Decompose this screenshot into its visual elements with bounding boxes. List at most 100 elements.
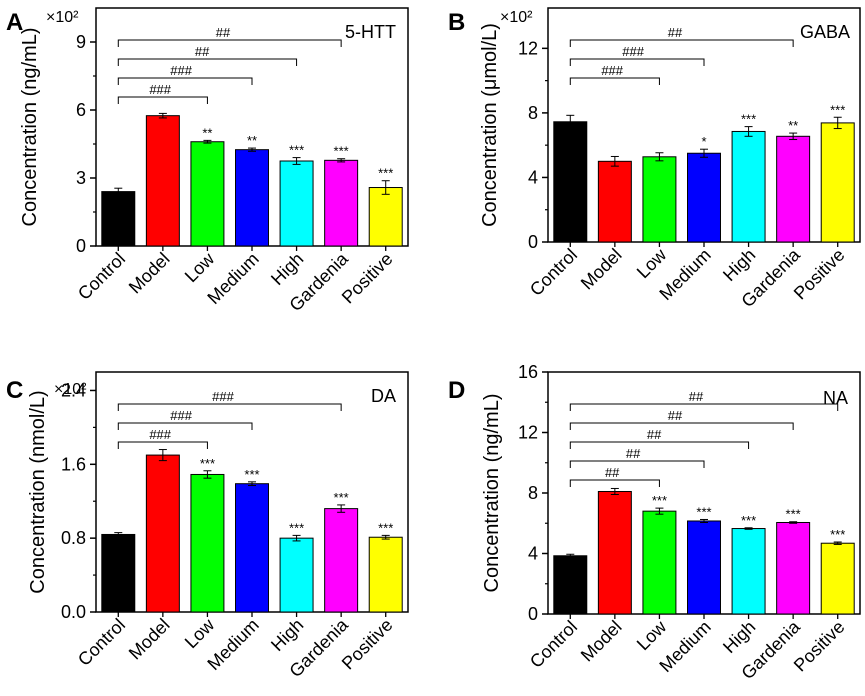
bar-control xyxy=(553,555,588,615)
comparison-label: ## xyxy=(689,389,704,404)
significance-label: *** xyxy=(741,513,756,528)
category-label: Model xyxy=(125,249,174,298)
comparison-label: ## xyxy=(668,408,683,423)
comparison-bracket xyxy=(117,39,342,47)
category-label: Low xyxy=(181,248,219,286)
significance-label: ** xyxy=(788,118,798,133)
y-axis-label: Concentration (ng/mL) xyxy=(19,28,41,227)
significance-label: *** xyxy=(244,467,259,482)
significance-label: *** xyxy=(378,520,393,535)
significance-label: *** xyxy=(334,144,349,159)
comparison-label: ### xyxy=(212,389,234,404)
category-label: Control xyxy=(74,249,129,304)
category-label: Control xyxy=(526,617,581,672)
comparison-label: ## xyxy=(668,25,683,40)
y-tick-label: 2.4 xyxy=(61,380,86,400)
analyte-label: GABA xyxy=(800,22,850,42)
bar-model xyxy=(145,454,180,613)
bar-high xyxy=(279,160,314,247)
category-label: Model xyxy=(577,617,626,666)
analyte-label: 5-HTT xyxy=(345,22,396,42)
bar-model xyxy=(597,160,632,243)
panel-c: C 0.0 0.8 1.6 2.4×10² Concentration (nmol/L) D… xyxy=(6,371,409,681)
y-tick-label: 0 xyxy=(528,232,538,252)
y-tick-label: 12 xyxy=(518,38,538,58)
significance-label: ** xyxy=(247,133,257,148)
comparison-bracket xyxy=(569,39,794,47)
comparison-label: ## xyxy=(195,44,210,59)
comparison-label: ## xyxy=(605,465,620,480)
axis-multiplier: ×10² xyxy=(54,381,87,398)
y-axis-label: Concentration (nmol/L) xyxy=(27,390,49,593)
category-label: Control xyxy=(526,245,581,300)
bar-positive xyxy=(820,542,855,615)
y-tick-label: 8 xyxy=(528,483,538,503)
bar-positive xyxy=(368,536,403,613)
significance-label: *** xyxy=(378,166,393,181)
comparison-bracket xyxy=(569,479,660,487)
significance-label: *** xyxy=(334,490,349,505)
category-label: High xyxy=(719,245,759,285)
y-tick-label: 12 xyxy=(518,423,538,443)
bar-model xyxy=(145,115,180,247)
significance-label: *** xyxy=(200,456,215,471)
y-tick-label: 4 xyxy=(528,544,538,564)
bar-positive xyxy=(820,122,855,243)
significance-label: *** xyxy=(696,504,711,519)
bar-gardenia xyxy=(324,508,359,613)
bar-medium xyxy=(687,152,721,243)
significance-label: * xyxy=(701,134,706,149)
y-tick-label: 16 xyxy=(518,362,538,382)
y-tick-label: 0 xyxy=(528,604,538,624)
y-axis-label: Concentration (ng/mL) xyxy=(481,394,503,593)
bar-medium xyxy=(235,483,269,613)
comparison-label: ### xyxy=(622,44,644,59)
comparison-label: ### xyxy=(601,63,623,78)
comparison-label: ### xyxy=(149,82,171,97)
bar-gardenia xyxy=(776,135,811,243)
y-tick-label: 9 xyxy=(76,32,86,52)
y-tick-label: 1.6 xyxy=(61,454,86,474)
axis-multiplier: ×10² xyxy=(500,9,533,26)
category-label: Low xyxy=(633,244,671,282)
bar-low xyxy=(642,156,677,243)
category-label: Control xyxy=(74,615,129,670)
bar-low xyxy=(190,473,225,613)
comparison-bracket xyxy=(117,96,208,104)
significance-label: *** xyxy=(830,102,845,117)
significance-label: *** xyxy=(289,520,304,535)
comparison-bracket xyxy=(117,441,208,449)
bar-low xyxy=(642,510,677,615)
y-tick-label: 0 xyxy=(76,236,86,256)
bar-high xyxy=(279,537,314,613)
comparison-label: ### xyxy=(170,63,192,78)
comparison-bracket xyxy=(117,403,342,411)
significance-label: *** xyxy=(786,507,801,522)
category-label: High xyxy=(267,249,307,289)
comparison-label: ### xyxy=(170,408,192,423)
bar-medium xyxy=(687,520,721,615)
comparison-bracket xyxy=(569,460,705,468)
y-axis-label: Concentration (μmol/L) xyxy=(479,23,501,227)
comparison-bracket xyxy=(569,58,705,66)
category-label: Model xyxy=(125,615,174,664)
bar-positive xyxy=(368,187,403,247)
category-label: High xyxy=(719,617,759,657)
category-label: Model xyxy=(577,245,626,294)
bar-low xyxy=(190,141,225,247)
panel-a: A 0 3 6 9 ×10² Concentration (ng/mL) 5-HTT Contr… xyxy=(6,7,409,315)
bar-control xyxy=(101,533,136,613)
comparison-bracket xyxy=(569,422,794,430)
bar-model xyxy=(597,490,632,615)
bar-medium xyxy=(235,149,269,247)
comparison-label: ## xyxy=(626,446,641,461)
bar-gardenia xyxy=(776,521,811,615)
comparison-label: ## xyxy=(647,427,662,442)
y-tick-label: 0.0 xyxy=(61,602,86,622)
y-tick-label: 3 xyxy=(76,168,86,188)
y-tick-label: 4 xyxy=(528,167,538,187)
y-tick-label: 6 xyxy=(76,100,86,120)
panel-letter: D xyxy=(448,377,465,404)
y-tick-label: 8 xyxy=(528,103,538,123)
